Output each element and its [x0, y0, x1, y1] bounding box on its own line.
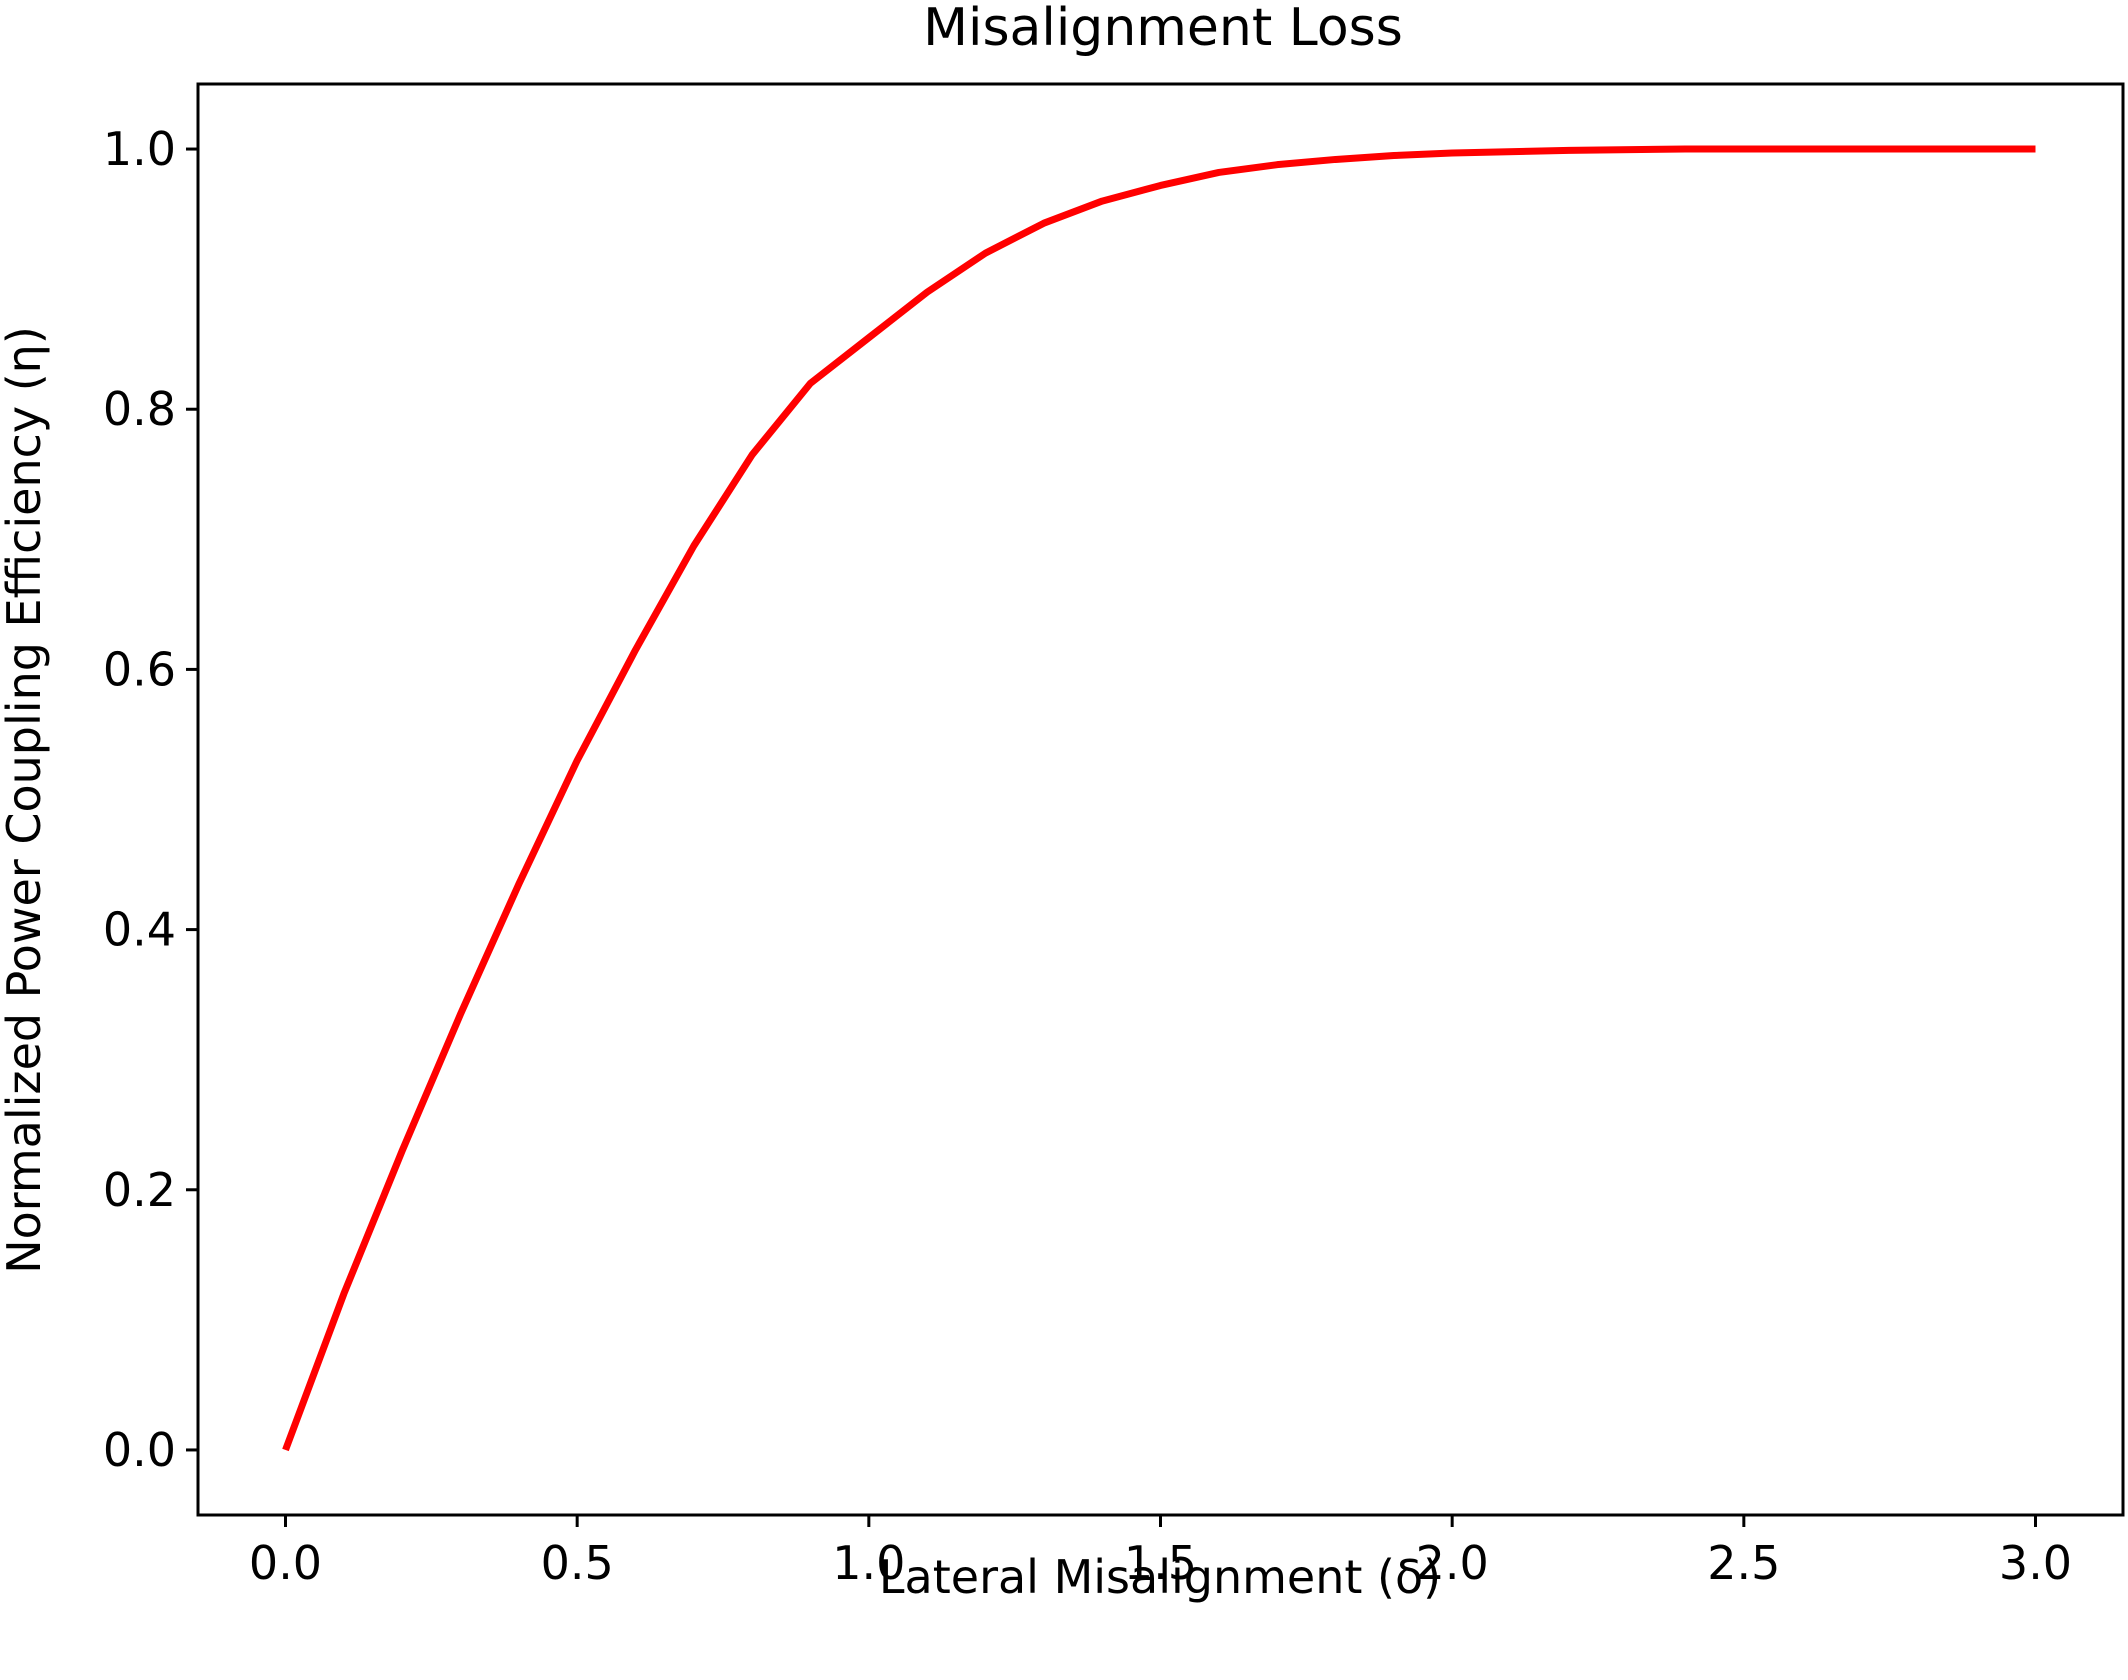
x-tick-label: 2.5 — [1707, 1536, 1780, 1590]
x-tick-label: 2.0 — [1416, 1536, 1489, 1590]
y-axis: 0.0 0.2 0.4 0.6 0.8 1.0 — [103, 122, 198, 1477]
x-axis: 0.0 0.5 1.0 1.5 2.0 2.5 3.0 — [249, 1515, 2072, 1590]
plot-area-frame — [196, 82, 2125, 1517]
y-tick-label: 0.0 — [103, 1423, 176, 1477]
x-tick-label: 3.0 — [1999, 1536, 2072, 1590]
series-line — [282, 145, 2036, 1452]
y-tick-label: 0.6 — [103, 642, 176, 696]
y-tick-label: 0.2 — [103, 1163, 176, 1217]
y-axis-label: Normalized Power Coupling Efficiency (η) — [0, 326, 51, 1274]
x-axis-label: Lateral Misalignment (δ) — [879, 1550, 1441, 1604]
x-tick-label: 1.0 — [832, 1536, 905, 1590]
y-tick-label: 1.0 — [103, 122, 176, 176]
x-tick-label: 0.0 — [249, 1536, 322, 1590]
chart-title: Misalignment Loss — [923, 0, 1403, 58]
x-tick-label: 0.5 — [541, 1536, 614, 1590]
x-tick-label: 1.5 — [1124, 1536, 1197, 1590]
y-tick-label: 0.4 — [103, 903, 176, 957]
y-tick-label: 0.8 — [103, 382, 176, 436]
